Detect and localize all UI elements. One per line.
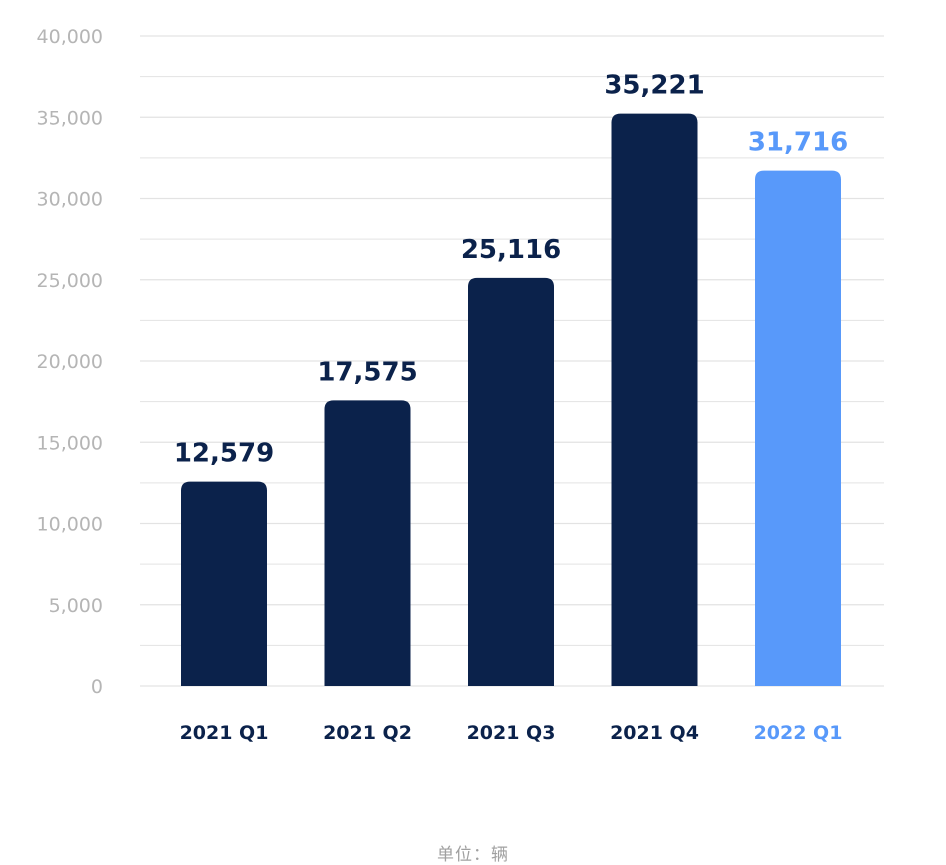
x-tick-label: 2022 Q1: [754, 722, 843, 744]
x-tick-label: 2021 Q4: [610, 722, 699, 744]
y-tick-label: 15,000: [37, 432, 103, 454]
data-label: 31,716: [748, 128, 848, 158]
bar-2021-q2: [324, 400, 411, 686]
y-tick-label: 5,000: [49, 595, 103, 617]
x-tick-label: 2021 Q2: [323, 722, 412, 744]
y-tick-label: 35,000: [37, 107, 103, 129]
x-tick-label: 2021 Q3: [467, 722, 556, 744]
x-tick-label: 2021 Q1: [180, 722, 269, 744]
data-labels: 12,579 17,575 25,116 35,221 31,716: [174, 71, 848, 469]
data-label: 25,116: [461, 235, 561, 265]
y-tick-label: 40,000: [37, 26, 103, 48]
data-label: 35,221: [604, 71, 704, 101]
data-label: 12,579: [174, 439, 274, 469]
bar-2021-q3: [468, 277, 554, 686]
y-tick-label: 25,000: [37, 270, 103, 292]
y-tick-label: 0: [91, 676, 103, 698]
y-tick-label: 20,000: [37, 351, 103, 373]
unit-note: 单位：辆: [437, 845, 509, 865]
y-tick-label: 30,000: [37, 189, 103, 211]
y-axis-ticks: 0 5,000 10,000 15,000 20,000 25,000 30,000 35,0…: [37, 26, 103, 698]
bar-2021-q1: [181, 481, 267, 686]
data-label: 17,575: [317, 357, 417, 387]
x-axis-ticks: 2021 Q1 2021 Q2 2021 Q3 2021 Q4 2022 Q1: [180, 722, 843, 744]
bars: [181, 113, 841, 687]
bar-2022-q1: [755, 170, 841, 687]
bar-2021-q4: [611, 113, 698, 686]
y-tick-label: 10,000: [37, 514, 103, 536]
